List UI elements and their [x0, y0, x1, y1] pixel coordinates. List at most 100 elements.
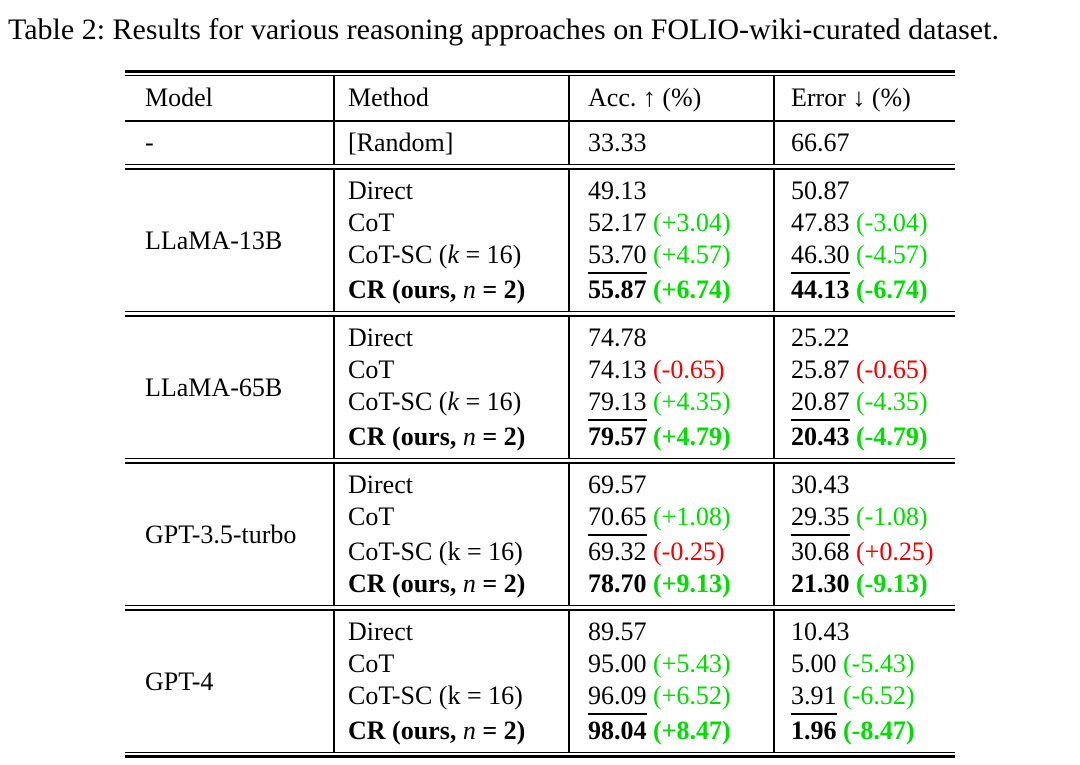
metric-delta: (-0.65) [856, 355, 928, 384]
metric-delta: (+4.57) [653, 240, 731, 269]
metric-value: 5.00 [791, 649, 837, 678]
method-text: n [462, 569, 476, 598]
table-body: - [Random] 33.33 66.67 LLaMA-13B Direct 49.13 5… [125, 122, 955, 752]
accuracy-cell: 74.13 (-0.65) [568, 354, 773, 386]
accuracy-cell: 70.65 (+1.08) [568, 501, 773, 536]
model-cell: GPT-3.5-turbo [145, 519, 297, 549]
metric-value: 10.43 [791, 617, 850, 646]
column-separator [773, 170, 775, 311]
method-text: n [462, 716, 476, 745]
accuracy-cell: 55.87 (+6.74) [568, 274, 773, 306]
metric-delta: (-4.57) [856, 240, 928, 269]
metric-delta: (-1.08) [856, 502, 928, 531]
method-cell: Direct [333, 322, 568, 354]
method-cell: Direct [333, 175, 568, 207]
error-cell: 1.96 (-8.47) [773, 715, 955, 747]
metric-value: 69.57 [588, 470, 647, 499]
metric-value: 53.70 [588, 239, 647, 274]
method-text: k [447, 240, 460, 269]
accuracy-cell: 74.78 [568, 322, 773, 354]
method-text: CoT-SC ( [348, 240, 448, 269]
model-cell: GPT-4 [145, 666, 214, 696]
column-separator [333, 317, 335, 458]
method-cell: CoT-SC (k = 16) [333, 386, 568, 421]
metric-delta: (+8.47) [653, 716, 731, 745]
metric-delta: (+9.13) [653, 569, 731, 598]
col-header-model: Model [145, 83, 213, 112]
metric-value: 89.57 [588, 617, 647, 646]
model-block-llama-65b: LLaMA-65B Direct 74.78 25.22 CoT 74.13 (-0.65… [125, 317, 955, 458]
column-separator [773, 122, 775, 164]
metric-delta: (+1.08) [653, 502, 731, 531]
metric-value: 49.13 [588, 176, 647, 205]
method-text: Direct [348, 176, 413, 205]
method-text: CR (ours, [348, 275, 463, 304]
metric-value: 33.33 [588, 128, 647, 157]
method-cell: CoT [333, 648, 568, 680]
error-cell: 44.13 (-6.74) [773, 274, 955, 306]
column-separator [568, 317, 570, 458]
metric-delta: (+4.35) [653, 387, 731, 416]
metric-delta: (+0.25) [856, 537, 934, 566]
method-cell: CoT-SC (k = 16) [333, 239, 568, 274]
error-cell: 20.87 (-4.35) [773, 386, 955, 421]
metric-delta: (-4.79) [856, 422, 928, 451]
accuracy-cell: 69.57 [568, 469, 773, 501]
accuracy-cell: 53.70 (+4.57) [568, 239, 773, 274]
method-text: = 16) [459, 240, 522, 269]
error-cell: 29.35 (-1.08) [773, 501, 955, 536]
method-text: CoT [348, 649, 395, 678]
metric-delta: (-4.35) [856, 387, 928, 416]
column-separator [773, 611, 775, 752]
error-cell: 46.30 (-4.57) [773, 239, 955, 274]
model-cell: LLaMA-65B [145, 372, 283, 402]
metric-value: 98.04 [588, 716, 647, 745]
random-baseline-row: - [Random] 33.33 66.67 [125, 122, 955, 164]
column-separator [568, 122, 570, 164]
metric-value: 44.13 [791, 275, 850, 304]
accuracy-cell: 79.57 (+4.79) [568, 421, 773, 453]
accuracy-cell: 78.70 (+9.13) [568, 568, 773, 600]
error-cell: 25.22 [773, 322, 955, 354]
method-cell: Direct [333, 616, 568, 648]
method-cell: CoT [333, 207, 568, 239]
metric-delta: (+4.79) [653, 422, 731, 451]
accuracy-cell: 49.13 [568, 175, 773, 207]
method-text: n [462, 275, 476, 304]
metric-delta: (-5.43) [843, 649, 915, 678]
column-separator [773, 76, 775, 120]
method-cell: CR (ours, n = 2) [333, 568, 568, 600]
metric-delta: (-0.25) [653, 537, 725, 566]
method-cell: CR (ours, n = 2) [333, 421, 568, 453]
column-separator [773, 464, 775, 605]
col-header-method: Method [348, 83, 429, 112]
metric-delta: (-3.04) [856, 208, 928, 237]
model-block-llama-13b: LLaMA-13B Direct 49.13 50.87 CoT 52.17 (+3.04… [125, 170, 955, 311]
accuracy-cell: 95.00 (+5.43) [568, 648, 773, 680]
column-separator [333, 611, 335, 752]
metric-value: 30.43 [791, 470, 850, 499]
method-text: CoT [348, 502, 395, 531]
column-separator [568, 611, 570, 752]
metric-delta: (-9.13) [856, 569, 928, 598]
metric-value: 50.87 [791, 176, 850, 205]
model-cell: - [145, 128, 154, 157]
metric-value: 79.57 [588, 422, 647, 451]
metric-value: 69.32 [588, 537, 647, 566]
table-rule-double [125, 605, 955, 611]
error-cell: 30.68 (+0.25) [773, 536, 955, 568]
method-text: n [462, 422, 476, 451]
method-cell: CR (ours, n = 2) [333, 274, 568, 306]
column-separator [333, 76, 335, 120]
method-cell: Direct [333, 469, 568, 501]
method-cell: CoT [333, 354, 568, 386]
metric-value: 1.96 [791, 716, 837, 745]
metric-value: 55.87 [588, 275, 647, 304]
accuracy-cell: 33.33 [568, 127, 773, 159]
metric-value: 46.30 [791, 239, 850, 274]
col-header-accuracy: Acc. ↑ (%) [588, 83, 702, 112]
method-text: [Random] [348, 128, 454, 157]
method-text: Direct [348, 323, 413, 352]
method-text: CoT-SC ( [348, 387, 448, 416]
